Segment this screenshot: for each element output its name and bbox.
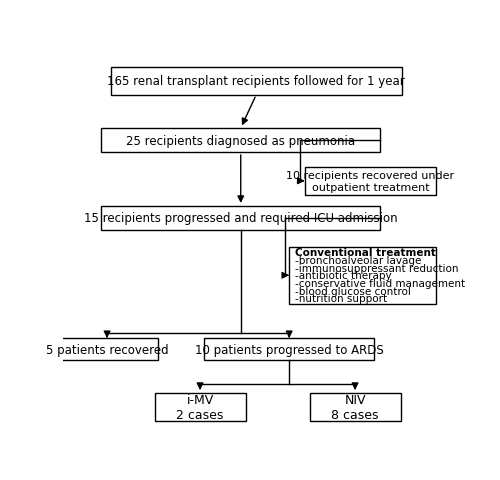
Text: 10 patients progressed to ARDS: 10 patients progressed to ARDS xyxy=(195,343,384,356)
FancyBboxPatch shape xyxy=(304,168,436,195)
Text: -conservative fluid management: -conservative fluid management xyxy=(295,278,465,288)
Text: Conventional treatment: Conventional treatment xyxy=(295,248,436,258)
FancyBboxPatch shape xyxy=(154,393,246,421)
Text: -antibiotic therapy: -antibiotic therapy xyxy=(295,271,392,281)
FancyBboxPatch shape xyxy=(310,393,400,421)
FancyBboxPatch shape xyxy=(204,338,374,360)
Text: 15 recipients progressed and required ICU admission: 15 recipients progressed and required IC… xyxy=(84,212,398,225)
Text: -bronchoalveolar lavage: -bronchoalveolar lavage xyxy=(295,255,422,265)
FancyBboxPatch shape xyxy=(102,206,380,230)
FancyBboxPatch shape xyxy=(111,68,402,96)
Text: 5 patients recovered: 5 patients recovered xyxy=(46,343,168,356)
Text: -immunosuppressant reduction: -immunosuppressant reduction xyxy=(295,263,458,273)
Text: i-MV
2 cases: i-MV 2 cases xyxy=(176,393,224,421)
Text: 165 renal transplant recipients followed for 1 year: 165 renal transplant recipients followed… xyxy=(108,75,405,88)
Text: -blood glucose control: -blood glucose control xyxy=(295,286,411,296)
Text: 10 recipients recovered under
outpatient treatment: 10 recipients recovered under outpatient… xyxy=(286,170,454,192)
Text: NIV
8 cases: NIV 8 cases xyxy=(332,393,379,421)
FancyBboxPatch shape xyxy=(289,247,436,304)
FancyBboxPatch shape xyxy=(56,338,158,360)
FancyBboxPatch shape xyxy=(102,129,380,153)
Text: 25 recipients diagnosed as pneumonia: 25 recipients diagnosed as pneumonia xyxy=(126,134,356,147)
Text: -nutrition support: -nutrition support xyxy=(295,294,387,303)
